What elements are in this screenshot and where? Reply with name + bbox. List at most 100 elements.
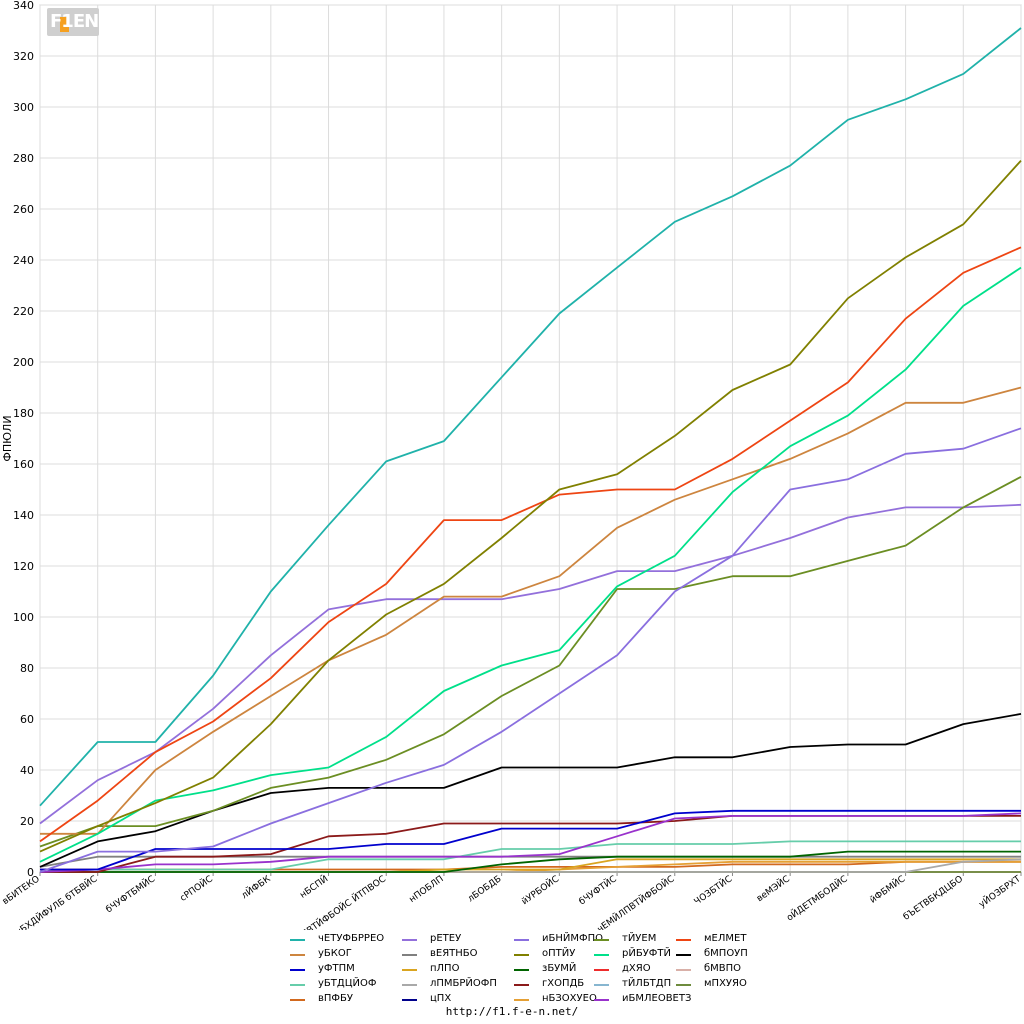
legend-swatch	[594, 969, 609, 971]
series-line	[40, 809, 1021, 871]
y-tick-label: 60	[20, 713, 34, 726]
y-tick-label: 320	[13, 50, 34, 63]
legend-swatch	[594, 999, 609, 1001]
legend-swatch	[402, 939, 417, 941]
legend-label: уБТДЦЙОФ	[318, 978, 377, 989]
y-tick-label: 340	[13, 0, 34, 12]
x-tick-label: нБСПЙ	[297, 873, 330, 901]
legend-swatch	[402, 954, 417, 956]
x-tick-label: вБИТЕКО	[1, 874, 42, 907]
legend-swatch	[514, 969, 529, 971]
plot-area	[39, 4, 1022, 873]
series-line	[39, 503, 1022, 825]
legend-swatch	[514, 999, 529, 1001]
y-tick-label: 220	[13, 305, 34, 318]
y-tick-label: 260	[13, 203, 34, 216]
legend-swatch	[594, 984, 609, 986]
f1en-logo: F1EN	[47, 8, 99, 36]
legend-label: иБМЛЕОВЕТЗ	[622, 993, 692, 1004]
series-line	[39, 427, 1022, 873]
x-tick-label: ЧОЗБТЙС	[691, 873, 734, 908]
legend-label: бМВПО	[704, 963, 742, 974]
legend-swatch	[402, 984, 417, 986]
legend-label: нБЗОХУЕО	[542, 993, 597, 1004]
legend-swatch	[676, 984, 691, 986]
legend-swatch	[290, 969, 305, 971]
y-tick-label: 20	[20, 815, 34, 828]
y-tick-label: 300	[13, 101, 34, 114]
x-tick-label: бЧУФТЙС	[576, 873, 618, 908]
legend-label: пЛПО	[430, 963, 460, 974]
series-line	[39, 266, 1022, 863]
legend-label: мЕЛМЕТ	[704, 933, 747, 944]
legend-swatch	[290, 939, 305, 941]
legend-swatch	[290, 999, 305, 1001]
legend-label: вПФБУ	[318, 993, 353, 1004]
legend-label: мПХУЯО	[704, 978, 747, 989]
legend-label: уФТПМ	[318, 963, 355, 974]
series-line	[40, 850, 1021, 873]
series-line	[39, 812, 1022, 873]
x-tick-label: веМЭЙС	[754, 873, 792, 905]
legend-swatch	[514, 939, 529, 941]
series-line	[39, 476, 1022, 848]
y-tick-label: 100	[13, 611, 34, 624]
chart-legend: чЕТУФБРРЕО уБКОГ уФТПМ уБТДЦЙОФ вПФБУ рЕТЕУ вЕ…	[290, 932, 810, 1004]
legend-label: вЕЯТНБО	[430, 948, 478, 959]
legend-label: цПХ	[430, 993, 452, 1004]
legend-swatch	[594, 954, 609, 956]
x-tick-label: чЕМЙЛПВТЙФБОЙС ЙТПВОС	[272, 873, 388, 930]
legend-label: рЙБУФТЙ	[622, 948, 671, 959]
legend-label: рЕТЕУ	[430, 933, 462, 944]
legend-swatch	[402, 999, 417, 1001]
y-tick-label: 120	[13, 560, 34, 573]
y-tick-label: 200	[13, 356, 34, 369]
y-tick-label: 140	[13, 509, 34, 522]
legend-swatch	[676, 939, 691, 941]
logo-text: F1EN	[50, 11, 99, 32]
y-tick-label: 0	[27, 866, 34, 879]
legend-label: дХЯО	[622, 963, 651, 974]
legend-label: зБУМЙ	[542, 963, 577, 974]
x-tick-label: оЙДЕТМБОДЙС	[784, 873, 849, 924]
footer-url[interactable]: http://f1.f-e-n.net/	[445, 1005, 579, 1018]
x-tick-label: лЙФБК	[239, 872, 273, 901]
series-line	[39, 27, 1022, 807]
legend-swatch	[514, 954, 529, 956]
x-tick-label: нПОБЛП	[408, 874, 446, 905]
legend-label: уБКОГ	[318, 948, 352, 959]
legend-swatch	[594, 939, 609, 941]
legend-label: тЙЛБТДП	[622, 978, 672, 989]
series-line	[39, 246, 1022, 843]
y-tick-label: 40	[20, 764, 34, 777]
legend-swatch	[676, 969, 691, 971]
x-tick-label: йУРБОЙС	[519, 873, 561, 908]
legend-label: бМПОУП	[704, 948, 748, 959]
legend-label: лПМБРЙОФП	[430, 978, 497, 989]
x-tick-label: бЧУФТБМЙС	[103, 873, 157, 916]
line-chart: 0 20 40 60 80 100 120 140 160 180 200 220 240 260 280 3…	[1, 0, 1023, 930]
series-line	[39, 840, 1021, 873]
x-tick-label: уЙОЗБРХТ	[976, 872, 1023, 910]
x-tick-label: йФБМЙС	[867, 873, 907, 906]
x-tick-label: сРПОЙС	[177, 873, 214, 904]
series-line	[40, 386, 1022, 835]
legend-swatch	[290, 954, 305, 956]
legend-label: чЕТУФБРРЕО	[318, 933, 385, 944]
x-tick-label: лБОБДБ	[466, 874, 503, 904]
legend-swatch	[402, 969, 417, 971]
series-line	[39, 159, 1022, 853]
y-tick-label: 240	[13, 254, 34, 267]
legend-label: иБНЙМФПО	[542, 933, 603, 944]
y-tick-label: 280	[13, 152, 34, 165]
y-tick-label: 80	[20, 662, 34, 675]
legend-swatch	[290, 984, 305, 986]
y-tick-label: 180	[13, 407, 34, 420]
legend-label: оПТЙУ	[542, 948, 576, 959]
legend-label: тЙУЕМ	[622, 933, 657, 944]
x-tick-label: бЪЕТВБКДЦБО	[902, 874, 965, 922]
legend-swatch	[676, 954, 691, 956]
y-tick-label: 160	[13, 458, 34, 471]
legend-label: гХОПДБ	[542, 978, 585, 989]
y-axis-label: ФПЮЛИ	[1, 415, 14, 461]
